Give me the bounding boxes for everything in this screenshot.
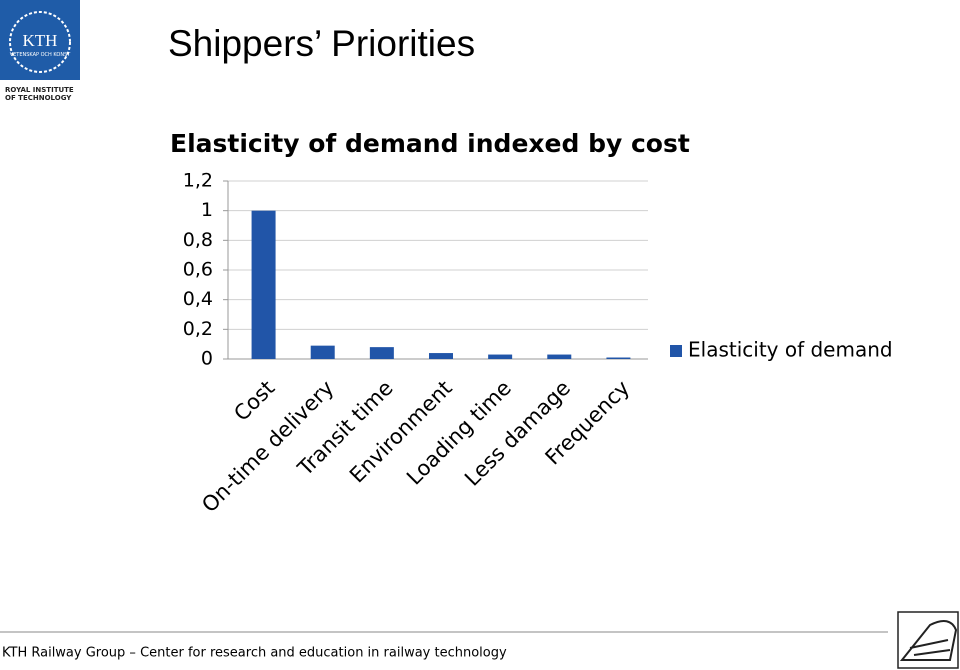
- logo-name: KTH: [23, 31, 58, 50]
- bar: [369, 347, 394, 359]
- bar: [547, 354, 572, 359]
- logo-ring: [9, 11, 71, 73]
- footer: KTH Railway Group – Center for research …: [2, 646, 507, 661]
- icon-train: [899, 620, 958, 661]
- icon-frame: [897, 611, 959, 669]
- bar: [488, 354, 513, 359]
- institute-line: OF TECHNOLOGY: [5, 94, 72, 102]
- x-tick-label: Cost: [229, 376, 279, 426]
- legend-label: Elasticity of demand: [688, 338, 893, 362]
- institute-line: ROYAL INSTITUTE: [5, 86, 74, 94]
- train-icon: [897, 611, 959, 669]
- bar: [606, 357, 631, 359]
- chart-title: Elasticity of demand indexed by cost: [170, 129, 690, 158]
- x-tick-label: Environment: [345, 376, 457, 488]
- logo-motto: VETENSKAP OCH KONST: [10, 52, 72, 58]
- y-tick-label: 0,4: [183, 288, 213, 310]
- legend-swatch: [670, 345, 682, 357]
- bar: [251, 210, 276, 359]
- bar: [429, 353, 453, 359]
- icon-stripes: [909, 639, 951, 656]
- y-tick-label: 0: [201, 348, 213, 370]
- x-tick-label: Less damage: [460, 376, 575, 491]
- logo-box: [0, 0, 80, 80]
- y-tick-label: 0,2: [183, 318, 213, 340]
- slide-title: Shippers’ Priorities: [168, 23, 475, 64]
- y-tick-label: 1,2: [183, 170, 213, 192]
- y-tick-label: 1: [201, 199, 213, 221]
- bar: [310, 345, 335, 359]
- y-tick-label: 0,6: [183, 259, 213, 281]
- x-tick-label: Loading time: [402, 376, 516, 490]
- logo: KTH VETENSKAP OCH KONST ROYAL INSTITUTE …: [0, 0, 80, 102]
- y-tick-label: 0,8: [183, 229, 213, 251]
